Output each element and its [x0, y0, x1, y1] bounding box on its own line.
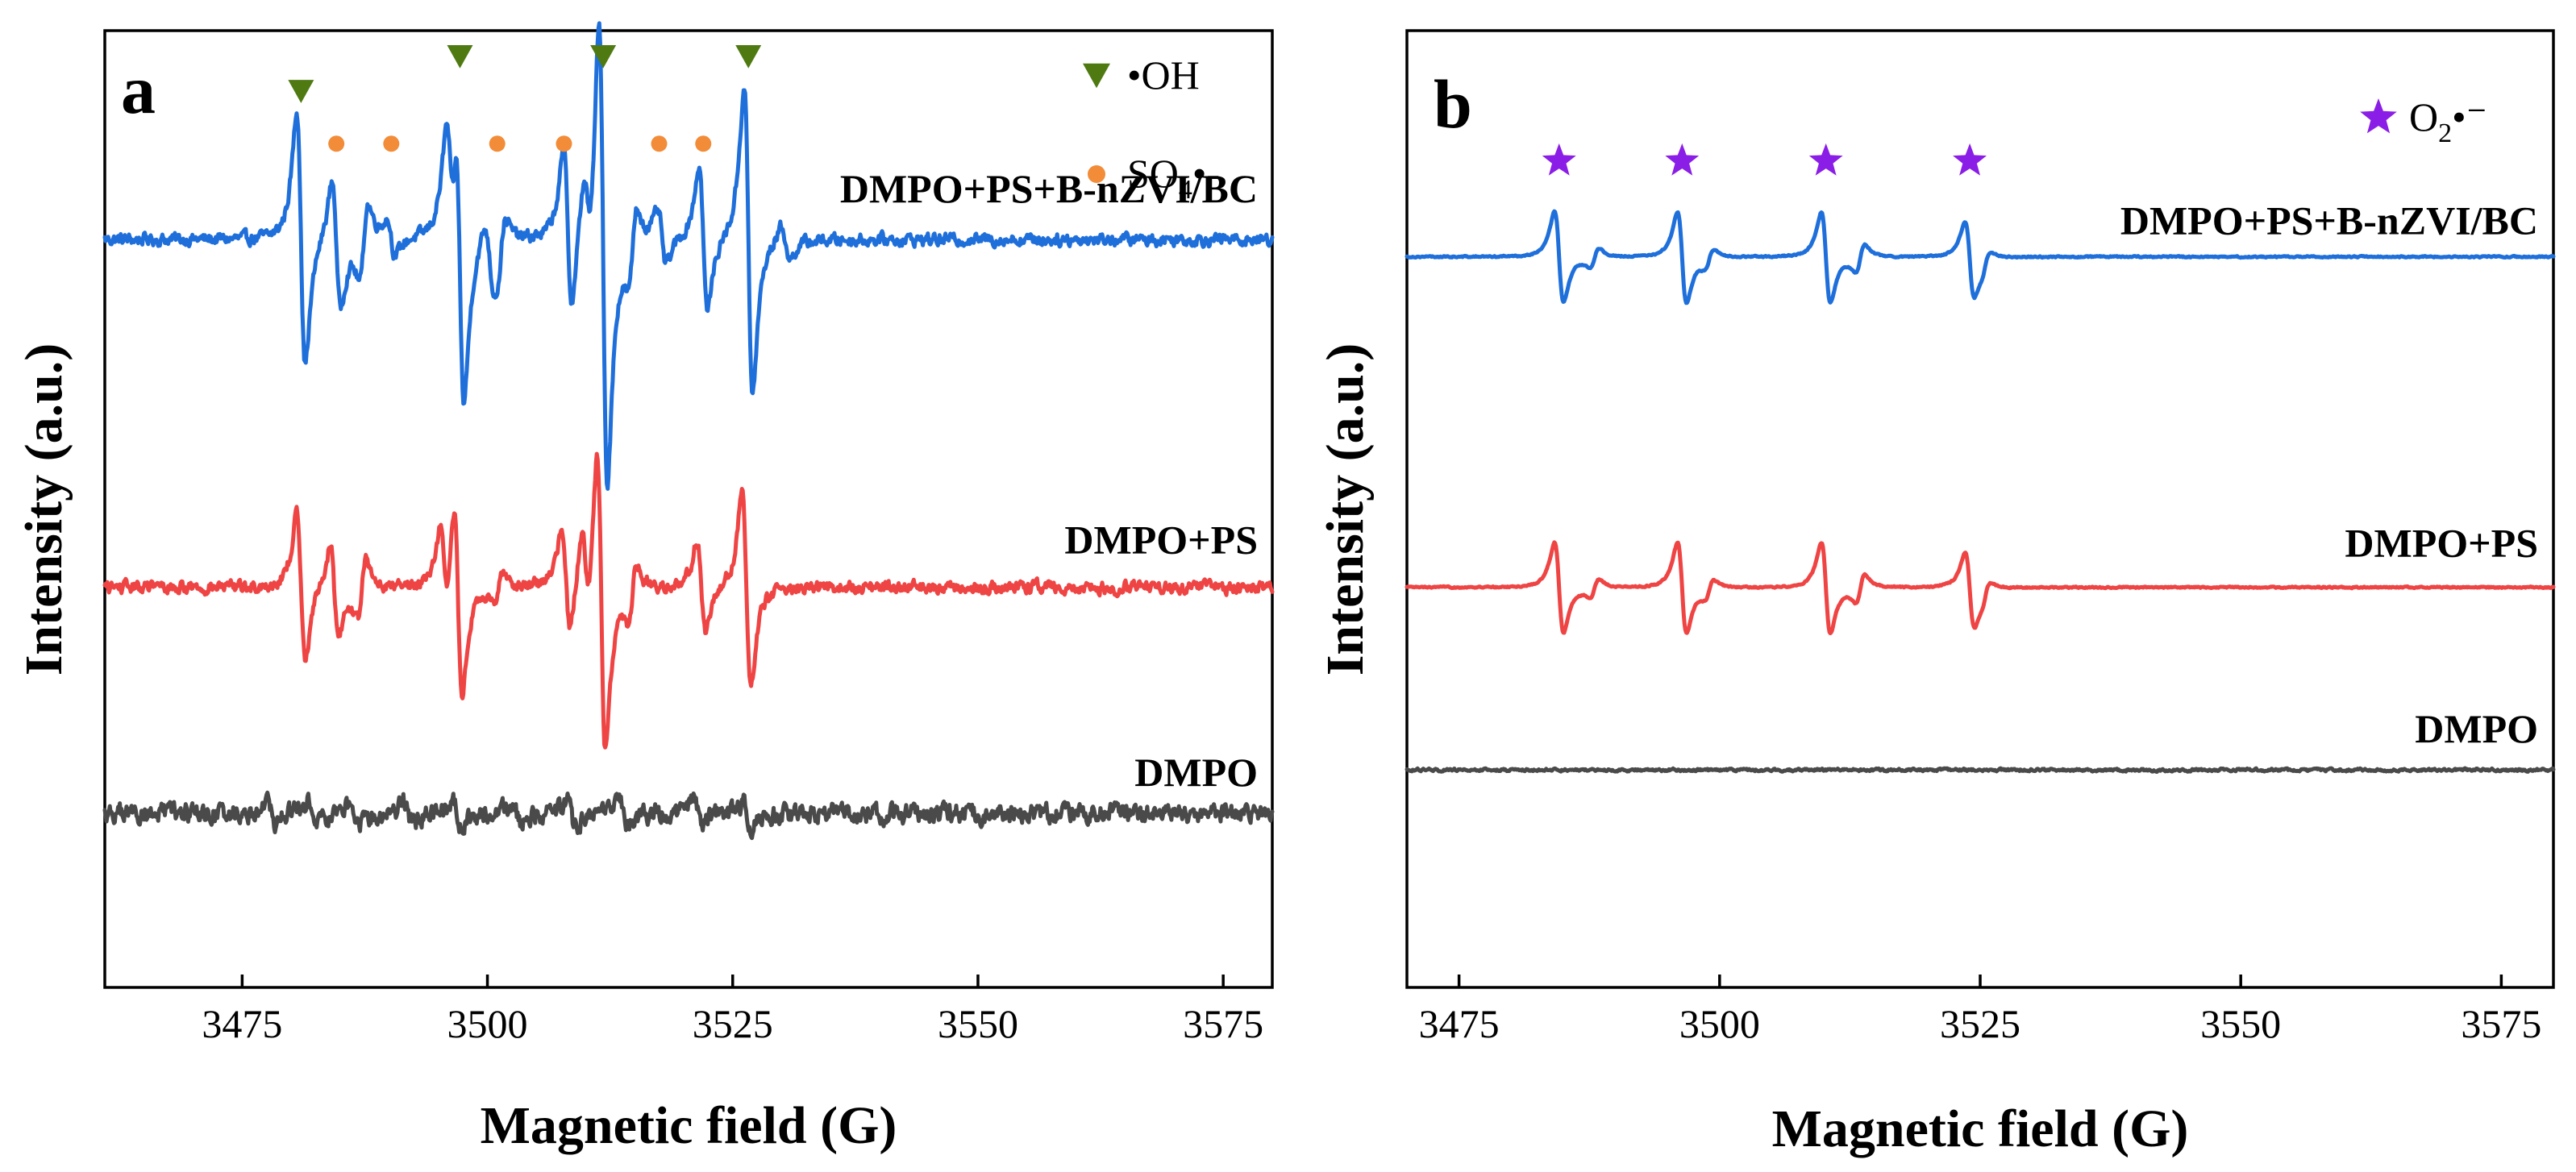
- star-marker-4: [1953, 143, 1987, 176]
- circle-marker-3: [489, 135, 506, 152]
- triangle-down-marker-3: [590, 44, 617, 69]
- star-marker-3: [1808, 143, 1843, 176]
- star-marker-2: [1665, 143, 1700, 176]
- triangle-down-marker-4: [735, 44, 762, 69]
- x-tick-label-3525: 3525: [693, 1001, 773, 1046]
- panel-b: b 3475 3500 3525 3550 3575 DMPO+PS+B-nZVI/BC…: [1316, 29, 2556, 1158]
- series-label-dmpo-ps-b-nzvi-bc: DMPO+PS+B-nZVI/BC: [840, 166, 1258, 211]
- panel-b-series: [1405, 209, 2556, 774]
- legend-label-2: SO4•-: [1127, 151, 1220, 205]
- panel-a-legend: •OH SO4•-: [1083, 52, 1220, 205]
- circle-marker-1: [328, 135, 345, 152]
- panel-b-x-ticks: 3475 3500 3525 3550 3575: [1419, 975, 2541, 1046]
- circle-marker-5: [651, 135, 668, 152]
- triangle-down-marker-1: [288, 80, 314, 103]
- legend-label-1: O2•⁻: [2409, 94, 2487, 148]
- circle-marker-2: [383, 135, 400, 152]
- panel-a-markers: [288, 44, 762, 152]
- circle-marker-6: [695, 135, 712, 152]
- panel-b-letter: b: [1434, 65, 1472, 143]
- triangle-down-marker-2: [447, 44, 473, 69]
- panel-b-legend: O2•⁻: [2360, 94, 2487, 148]
- legend-circle-icon: [1088, 165, 1105, 183]
- x-tick-label-3525: 3525: [1940, 1001, 2020, 1046]
- panel-a-letter: a: [121, 51, 156, 128]
- series-label-dmpo-ps-b-nzvi-bc: DMPO+PS+B-nZVI/BC: [2120, 198, 2538, 243]
- panel-a-series: [102, 21, 1275, 841]
- series-line-dmpo: [1405, 766, 2556, 774]
- panel-b-markers: [1542, 143, 1987, 176]
- panel-a-series-labels: DMPO+PS+B-nZVI/BC DMPO+PS DMPO: [840, 166, 1258, 795]
- x-tick-label-3575: 3575: [1183, 1001, 1263, 1046]
- panel-a-x-axis-title: Magnetic field (G): [481, 1096, 897, 1155]
- panel-b-plot-frame: [1405, 29, 2555, 989]
- series-line-dmpo-ps: [102, 451, 1275, 750]
- series-label-dmpo: DMPO: [1134, 750, 1258, 795]
- x-tick-label-3475: 3475: [1419, 1001, 1500, 1046]
- series-line-dmpo-ps: [1405, 540, 2556, 636]
- series-line-dmpo-ps-b-nzvi-bc: [1405, 209, 2556, 305]
- panel-b-y-axis-title: Intensity (a.u.): [1316, 343, 1375, 676]
- series-line-dmpo-ps-b-nzvi-bc: [102, 21, 1275, 491]
- panel-a-x-ticks: 3475 3500 3525 3550 3575: [202, 975, 1263, 1046]
- panel-a: a 3475 3500 3525 3550 3575 DMPO+PS+B-nZVI/BC…: [15, 21, 1275, 1155]
- x-tick-label-3475: 3475: [202, 1001, 282, 1046]
- series-line-dmpo: [102, 790, 1275, 841]
- x-tick-label-3500: 3500: [447, 1001, 528, 1046]
- x-tick-label-3550: 3550: [938, 1001, 1018, 1046]
- star-marker-1: [1542, 143, 1576, 176]
- series-label-dmpo-ps: DMPO+PS: [1064, 517, 1258, 563]
- panel-a-y-axis-title: Intensity (a.u.): [15, 343, 73, 676]
- legend-label-1: •OH: [1127, 52, 1200, 98]
- x-tick-label-3550: 3550: [2200, 1001, 2281, 1046]
- panel-a-plot-frame: [103, 29, 1274, 989]
- panel-b-x-axis-title: Magnetic field (G): [1772, 1099, 2189, 1158]
- x-tick-label-3575: 3575: [2461, 1001, 2541, 1046]
- series-label-dmpo: DMPO: [2415, 706, 2538, 751]
- legend-star-icon: [2360, 98, 2397, 134]
- panel-b-series-labels: DMPO+PS+B-nZVI/BC DMPO+PS DMPO: [2120, 198, 2538, 752]
- circle-marker-4: [556, 135, 572, 152]
- series-label-dmpo-ps: DMPO+PS: [2345, 521, 2538, 566]
- x-tick-label-3500: 3500: [1679, 1001, 1760, 1046]
- legend-triangle-down-icon: [1083, 63, 1110, 89]
